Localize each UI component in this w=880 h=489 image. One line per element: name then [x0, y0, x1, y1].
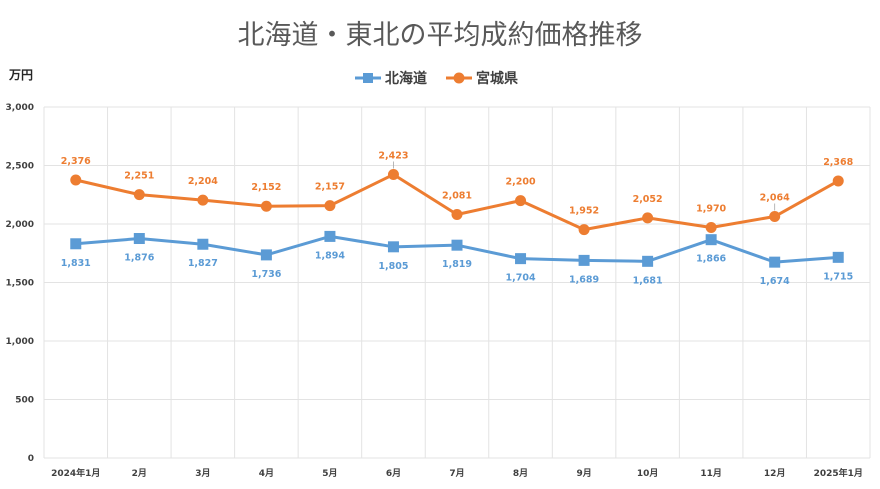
data-point-square: [769, 256, 781, 268]
data-label: 2,200: [506, 177, 536, 188]
data-point-square: [451, 239, 463, 251]
legend-circle-marker: [453, 72, 465, 84]
data-label: 1,704: [506, 273, 536, 284]
data-label: 2,157: [315, 182, 345, 193]
data-point-circle: [133, 189, 145, 201]
data-point-square: [133, 233, 145, 245]
data-point-circle: [832, 175, 844, 187]
data-label: 1,894: [315, 250, 345, 261]
data-point-square: [324, 230, 336, 242]
data-point-circle: [197, 194, 209, 206]
data-label: 1,689: [569, 274, 599, 285]
data-point-circle: [515, 195, 527, 207]
x-tick-label: 5月: [322, 468, 337, 479]
legend-label-series-0: 北海道: [385, 70, 427, 87]
data-label: 2,376: [61, 156, 91, 167]
x-tick-label: 8月: [513, 468, 528, 479]
data-point-circle: [260, 200, 272, 212]
data-point-square: [70, 238, 82, 250]
x-tick-label: 9月: [576, 468, 591, 479]
data-label: 2,368: [823, 157, 853, 168]
x-tick-label: 2024年1月: [51, 467, 100, 479]
y-tick-label: 2,000: [6, 220, 34, 230]
data-label: 2,081: [442, 191, 472, 202]
data-point-square: [578, 254, 590, 266]
data-labels: 1,831 1,876 1,827 1,736 1,894 1,805 1,819 1,704…: [61, 151, 854, 288]
y-tick-label: 2,500: [6, 162, 34, 172]
data-point-square: [515, 253, 527, 265]
grid-lines: [43, 106, 871, 459]
data-label: 1,736: [251, 269, 281, 280]
data-label: 1,831: [61, 258, 91, 269]
x-tick-label: 2月: [132, 468, 147, 479]
data-label: 1,681: [633, 275, 663, 286]
chart-title: 北海道・東北の平均成約価格推移: [238, 20, 643, 51]
data-point-circle: [578, 224, 590, 236]
x-tick-label: 2025年1月: [814, 467, 863, 479]
y-tick-label: 3,000: [6, 103, 34, 113]
data-point-square: [705, 234, 717, 246]
x-tick-label: 4月: [259, 468, 274, 479]
data-point-circle: [70, 174, 82, 186]
data-point-square: [197, 238, 209, 250]
legend-square-marker: [363, 73, 373, 83]
data-label: 2,251: [124, 171, 154, 182]
x-tick-label: 6月: [386, 468, 401, 479]
legend-item-series-1: 宮城県: [446, 70, 518, 87]
legend: 北海道 宮城県: [355, 70, 518, 87]
data-point-circle: [324, 200, 336, 212]
data-label: 2,423: [378, 151, 408, 162]
x-tick-label: 7月: [449, 468, 464, 479]
data-point-square: [387, 241, 399, 253]
y-axis-ticks: 0 500 1,000 1,500 2,000 2,500 3,000: [6, 103, 34, 464]
y-axis-unit: 万円: [8, 68, 33, 82]
data-point-circle: [769, 211, 781, 223]
data-label: 1,970: [696, 204, 726, 215]
y-tick-label: 1,000: [6, 337, 34, 347]
data-label: 1,952: [569, 206, 599, 217]
x-tick-label: 3月: [195, 468, 210, 479]
legend-label-series-1: 宮城県: [476, 70, 518, 87]
y-tick-label: 0: [28, 454, 34, 464]
data-point-circle: [387, 169, 399, 181]
data-label: 2,064: [760, 193, 790, 204]
x-tick-label: 11月: [700, 468, 722, 479]
data-label: 1,827: [188, 258, 218, 269]
data-point-square: [642, 255, 654, 267]
x-tick-label: 12月: [764, 468, 786, 479]
y-tick-label: 500: [15, 396, 34, 406]
data-point-circle: [451, 209, 463, 221]
data-label: 1,819: [442, 259, 472, 270]
data-label: 2,152: [251, 182, 281, 193]
data-point-circle: [705, 222, 717, 234]
y-tick-label: 1,500: [6, 279, 34, 289]
data-label: 1,715: [823, 271, 853, 282]
x-tick-label: 10月: [637, 468, 659, 479]
data-label: 2,052: [633, 194, 663, 205]
data-point-square: [832, 251, 844, 263]
legend-item-series-0: 北海道: [355, 70, 427, 87]
data-label: 1,805: [378, 261, 408, 272]
data-point-square: [260, 249, 272, 261]
x-axis-ticks: 2024年1月 2月 3月 4月 5月 6月 7月 8月 9月 10月 11月 12月 2025年1月: [51, 467, 863, 479]
data-label: 1,674: [760, 276, 790, 287]
data-label: 1,876: [124, 253, 154, 264]
data-label: 1,866: [696, 254, 726, 265]
series-layer: [70, 169, 844, 268]
data-point-circle: [642, 212, 654, 224]
data-label: 2,204: [188, 176, 218, 187]
